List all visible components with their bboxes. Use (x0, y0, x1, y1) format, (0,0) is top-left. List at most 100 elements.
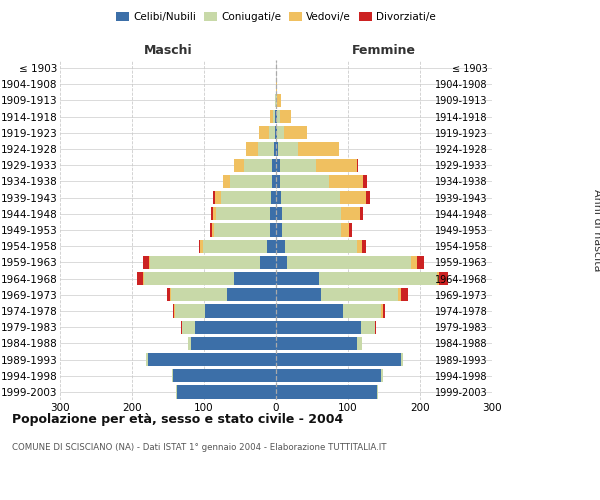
Bar (349, 224, 352, 236)
Bar (276, 240, 284, 253)
Legend: Celibi/Nubili, Coniugati/e, Vedovi/e, Divorziati/e: Celibi/Nubili, Coniugati/e, Vedovi/e, Di… (112, 8, 440, 26)
Bar (143, 272, 144, 285)
Bar (143, 256, 149, 269)
Bar (215, 191, 221, 204)
Bar (150, 256, 260, 269)
Bar (284, 126, 307, 140)
Bar (276, 94, 277, 107)
Bar (381, 304, 383, 318)
Bar (269, 126, 275, 140)
Bar (182, 320, 196, 334)
Bar (234, 272, 276, 285)
Bar (216, 207, 270, 220)
Bar (276, 191, 281, 204)
Bar (268, 240, 276, 253)
Bar (356, 240, 362, 253)
Bar (363, 175, 367, 188)
Bar (214, 191, 215, 204)
Bar (275, 126, 276, 140)
Bar (284, 240, 356, 253)
Bar (173, 304, 175, 318)
Text: COMUNE DI SCISCIANO (NA) - Dati ISTAT 1° gennaio 2004 - Elaborazione TUTTITALIA.: COMUNE DI SCISCIANO (NA) - Dati ISTAT 1°… (12, 442, 386, 452)
Bar (199, 240, 200, 253)
Bar (381, 369, 383, 382)
Bar (287, 256, 412, 269)
Bar (214, 224, 270, 236)
Bar (260, 256, 276, 269)
Bar (282, 207, 341, 220)
Bar (366, 191, 370, 204)
Bar (398, 288, 401, 302)
Bar (276, 369, 381, 382)
Bar (280, 158, 316, 172)
Text: Maschi: Maschi (143, 44, 193, 57)
Bar (276, 353, 401, 366)
Bar (211, 224, 212, 236)
Bar (401, 353, 403, 366)
Bar (270, 110, 273, 124)
Bar (211, 207, 212, 220)
Bar (227, 288, 276, 302)
Bar (361, 320, 374, 334)
Bar (270, 207, 276, 220)
Bar (278, 142, 298, 156)
Bar (276, 110, 277, 124)
Bar (276, 272, 319, 285)
Bar (356, 158, 358, 172)
Bar (319, 272, 437, 285)
Bar (437, 272, 439, 285)
Bar (374, 320, 376, 334)
Bar (276, 207, 282, 220)
Bar (276, 224, 282, 236)
Bar (175, 304, 205, 318)
Bar (200, 240, 203, 253)
Text: Anni di nascita: Anni di nascita (592, 188, 600, 271)
Bar (280, 110, 291, 124)
Bar (277, 110, 280, 124)
Bar (144, 272, 234, 285)
Bar (272, 158, 276, 172)
Bar (298, 142, 338, 156)
Bar (276, 256, 287, 269)
Bar (234, 158, 244, 172)
Bar (277, 126, 284, 140)
Bar (280, 175, 329, 188)
Bar (203, 240, 268, 253)
Bar (383, 304, 385, 318)
Bar (276, 78, 277, 91)
Bar (258, 142, 274, 156)
Bar (412, 256, 417, 269)
Bar (329, 175, 363, 188)
Bar (276, 288, 320, 302)
Text: Femmine: Femmine (352, 44, 416, 57)
Bar (277, 94, 281, 107)
Bar (275, 110, 276, 124)
Bar (401, 288, 408, 302)
Bar (362, 240, 366, 253)
Bar (276, 158, 280, 172)
Bar (358, 336, 362, 350)
Bar (276, 175, 280, 188)
Bar (176, 386, 276, 398)
Bar (172, 369, 173, 382)
Bar (276, 386, 377, 398)
Bar (149, 256, 150, 269)
Bar (173, 369, 276, 382)
Bar (137, 272, 143, 285)
Bar (170, 288, 171, 302)
Bar (274, 142, 276, 156)
Bar (196, 320, 276, 334)
Bar (281, 191, 340, 204)
Bar (276, 304, 343, 318)
Bar (270, 224, 276, 236)
Bar (417, 256, 424, 269)
Bar (148, 353, 276, 366)
Bar (230, 175, 272, 188)
Text: Popolazione per età, sesso e stato civile - 2004: Popolazione per età, sesso e stato civil… (12, 412, 343, 426)
Bar (212, 224, 214, 236)
Bar (167, 288, 170, 302)
Bar (320, 288, 398, 302)
Bar (205, 304, 276, 318)
Bar (276, 320, 361, 334)
Bar (146, 353, 148, 366)
